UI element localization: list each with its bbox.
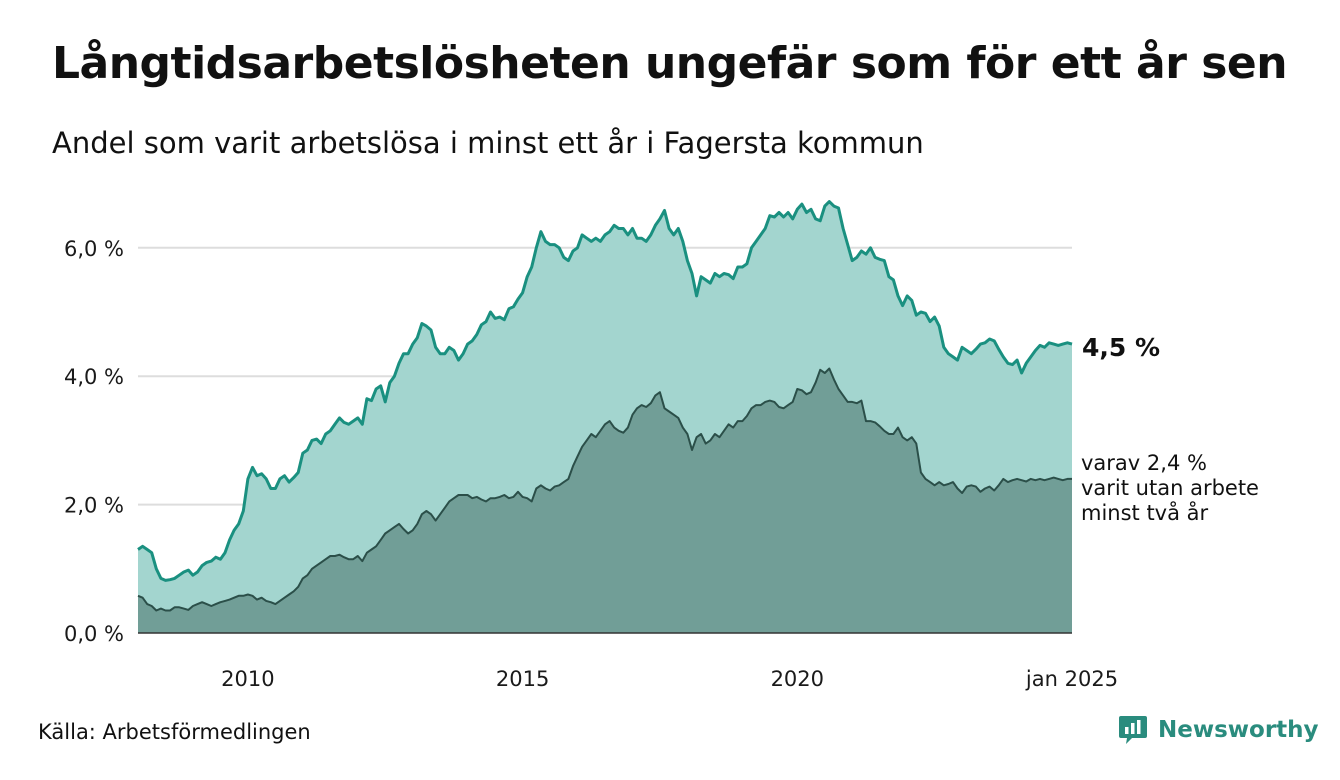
series-1-line (137, 200, 1073, 582)
chart-title: Långtidsarbetslösheten ungefär som för e… (52, 38, 1288, 89)
note-line: varav 2,4 % (1081, 451, 1207, 475)
brand-name: Newsworthy (1158, 717, 1319, 743)
y-tick-label: 6,0 % (64, 237, 124, 261)
chart-subtitle: Andel som varit arbetslösa i minst ett å… (52, 126, 924, 160)
brand-logo: Newsworthy (1118, 714, 1319, 746)
y-tick-label: 0,0 % (64, 622, 124, 646)
note-line: minst två år (1081, 500, 1209, 525)
y-tick-label: 2,0 % (64, 494, 124, 518)
x-tick-label: 2015 (496, 667, 549, 691)
series-2-area (138, 368, 1072, 633)
note-line: varit utan arbete (1081, 476, 1259, 500)
x-tick-label: 2020 (771, 667, 824, 691)
end-value-label: 4,5 % (1082, 333, 1160, 362)
y-tick-label: 4,0 % (64, 365, 124, 389)
newsworthy-logo-icon (1119, 716, 1147, 744)
source-note: Källa: Arbetsförmedlingen (38, 720, 311, 744)
series-2-line (137, 367, 1072, 612)
x-tick-label: jan 2025 (1025, 667, 1118, 691)
x-tick-label: 2010 (221, 667, 274, 691)
